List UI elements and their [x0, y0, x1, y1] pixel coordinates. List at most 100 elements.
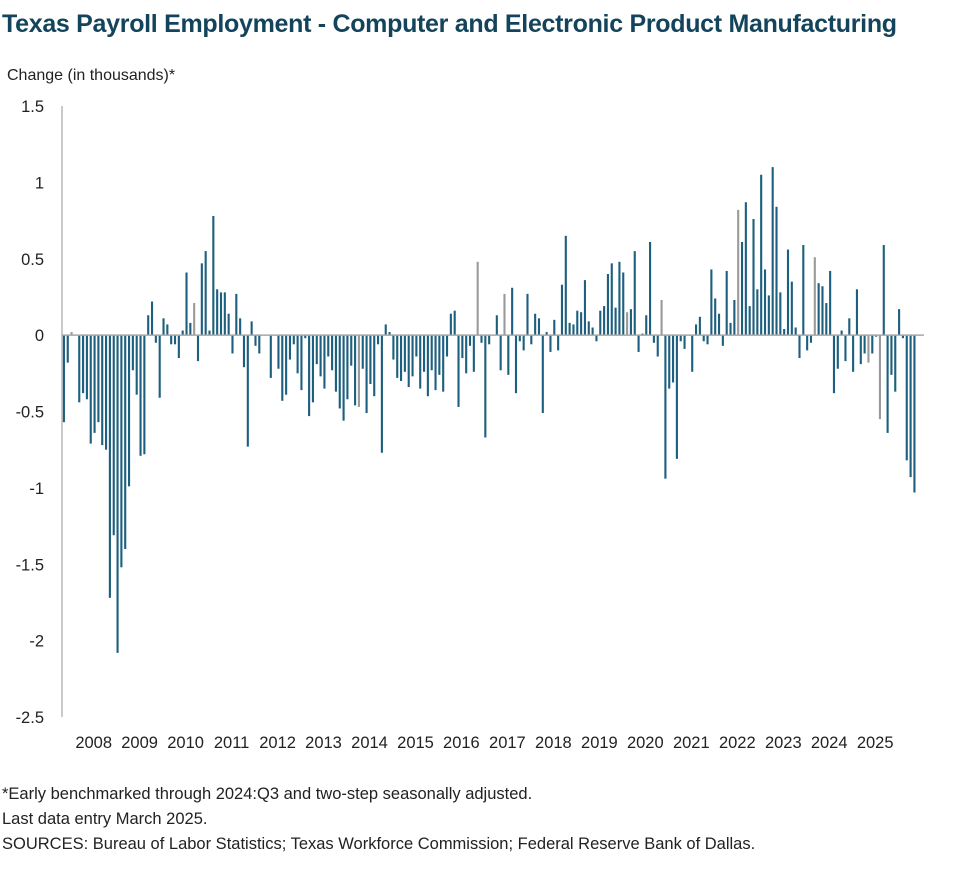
bar	[698, 316, 701, 336]
bar	[626, 312, 629, 336]
bar	[752, 219, 755, 336]
bar	[725, 270, 728, 336]
bar	[798, 335, 801, 359]
bar	[488, 335, 491, 345]
bar	[775, 206, 778, 336]
bar	[365, 335, 368, 414]
bar	[350, 335, 353, 366]
bar	[553, 319, 556, 336]
x-tick-label: 2017	[489, 734, 526, 752]
bar	[656, 335, 659, 357]
bar	[246, 335, 249, 447]
bar	[361, 335, 364, 369]
bar	[672, 335, 675, 383]
x-tick-label: 2014	[351, 734, 388, 752]
bar	[342, 335, 345, 421]
bar	[875, 335, 878, 337]
y-tick-label: -0.5	[16, 404, 44, 422]
bar	[78, 335, 81, 403]
bar	[185, 272, 188, 336]
bar	[480, 335, 483, 343]
bar	[196, 335, 200, 362]
bar	[472, 335, 475, 372]
bar	[740, 241, 744, 336]
bar	[311, 335, 314, 403]
bar	[277, 335, 280, 369]
y-tick-label: -2.5	[16, 709, 44, 727]
bar	[323, 335, 326, 389]
bar	[767, 295, 770, 336]
bar	[327, 335, 330, 357]
bar	[871, 335, 874, 354]
bar	[120, 335, 123, 568]
bar	[526, 293, 529, 336]
bar	[901, 335, 904, 339]
y-axis-title: Change (in thousands)*	[7, 67, 175, 84]
x-tick-label: 2008	[75, 734, 112, 752]
bar	[384, 324, 387, 336]
x-tick-label: 2019	[581, 734, 618, 752]
bar	[380, 335, 383, 453]
bar	[82, 335, 85, 394]
bar	[143, 335, 146, 455]
bar	[695, 324, 698, 336]
chart: Change (in thousands)* 1.5 1 0.5 0 -0.5 -1 -1.…	[7, 67, 924, 752]
bar	[637, 335, 640, 352]
bar	[564, 235, 567, 336]
bar	[388, 332, 391, 336]
bar	[652, 335, 655, 343]
bar	[338, 335, 341, 409]
bar	[721, 335, 724, 346]
footnote-sources: SOURCES: Bureau of Labor Statistics; Tex…	[2, 835, 756, 853]
bar	[346, 335, 349, 400]
bar	[162, 318, 165, 336]
bar	[308, 335, 311, 417]
bar	[817, 283, 820, 336]
bar	[733, 299, 736, 336]
x-tick-label: 2009	[121, 734, 158, 752]
bar	[534, 313, 537, 336]
bar	[239, 318, 242, 336]
x-tick-label: 2010	[167, 734, 204, 752]
bar	[124, 335, 127, 549]
bar	[139, 335, 142, 456]
bar	[292, 335, 295, 345]
bar	[786, 249, 790, 336]
y-axis: 1.5 1 0.5 0 -0.5 -1 -1.5 -2 -2.5	[16, 98, 44, 727]
bar	[422, 335, 426, 372]
bar	[813, 257, 816, 336]
y-tick-label: -2	[29, 633, 44, 651]
x-tick-label: 2023	[765, 734, 802, 752]
bar	[806, 335, 809, 351]
bar	[549, 335, 552, 352]
bar	[154, 335, 157, 343]
bar	[296, 335, 299, 374]
bar	[518, 335, 521, 342]
x-tick-label: 2018	[535, 734, 572, 752]
bar	[304, 335, 307, 339]
footnote-last-entry: Last data entry March 2025.	[2, 810, 208, 828]
bar	[204, 251, 207, 336]
bar	[135, 335, 138, 395]
bar	[434, 335, 437, 391]
bar	[744, 202, 747, 336]
bar	[476, 261, 479, 336]
bar	[242, 335, 246, 368]
bar	[193, 303, 196, 336]
bar	[173, 335, 177, 345]
bar	[580, 312, 583, 336]
bar	[166, 324, 169, 336]
bar	[468, 335, 472, 346]
bar	[177, 335, 180, 359]
bar	[541, 335, 544, 414]
y-tick-label: 1	[35, 174, 44, 192]
bar	[568, 322, 571, 336]
bar	[829, 270, 832, 336]
bar	[461, 335, 464, 359]
bar	[250, 321, 253, 336]
bar	[706, 335, 709, 345]
bar	[331, 335, 334, 371]
bar	[737, 209, 740, 336]
bar	[66, 335, 69, 363]
bar	[392, 335, 395, 360]
